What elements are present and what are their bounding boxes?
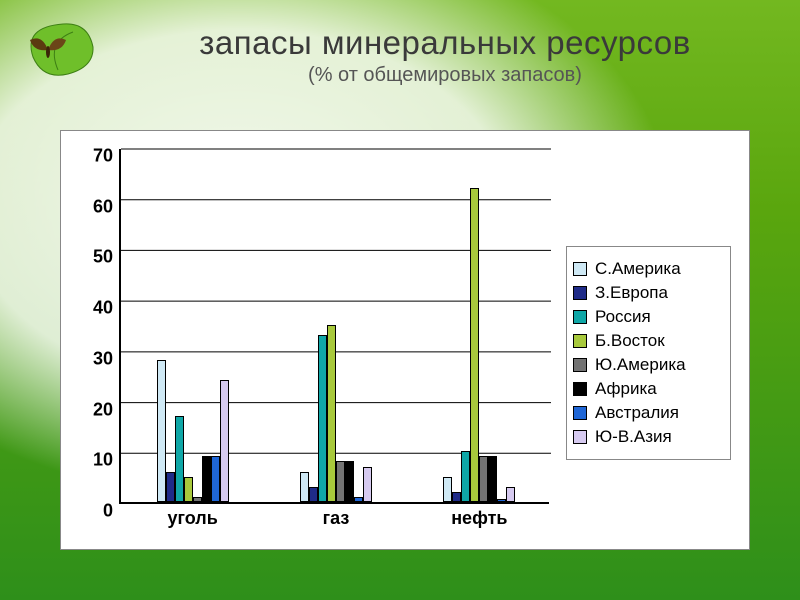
chart-bar — [488, 456, 497, 502]
chart-bar — [336, 461, 345, 502]
chart-bar — [309, 487, 318, 502]
chart-bar — [166, 472, 175, 502]
chart-bar — [318, 335, 327, 502]
legend-swatch — [573, 382, 587, 396]
chart-bar — [354, 497, 363, 502]
chart-bar — [452, 492, 461, 502]
chart-bar — [175, 416, 184, 502]
chart-bar — [157, 360, 166, 502]
x-category-label: газ — [323, 502, 350, 529]
chart-bar — [211, 456, 220, 502]
page-subtitle: (% от общемировых запасов) — [150, 64, 740, 87]
legend-item: Б.Восток — [573, 331, 724, 351]
chart-bar — [506, 487, 515, 502]
x-category-label: нефть — [451, 502, 507, 529]
legend-label: Россия — [595, 307, 651, 327]
chart-legend: С.Америка З.Европа Россия Б.Восток Ю.Америка… — [566, 246, 731, 460]
chart-bar — [220, 380, 229, 502]
y-tick-label: 10 — [93, 450, 121, 471]
chart-bar — [184, 477, 193, 502]
legend-item: Ю.Америка — [573, 355, 724, 375]
chart-bar — [202, 456, 211, 502]
x-category-label: уголь — [167, 502, 217, 529]
legend-label: З.Европа — [595, 283, 668, 303]
y-tick-label: 40 — [93, 298, 121, 319]
legend-item: Россия — [573, 307, 724, 327]
legend-item: Ю-В.Азия — [573, 427, 724, 447]
y-tick-label: 20 — [93, 399, 121, 420]
legend-label: Б.Восток — [595, 331, 665, 351]
legend-swatch — [573, 262, 587, 276]
y-tick-label: 30 — [93, 348, 121, 369]
legend-label: Африка — [595, 379, 657, 399]
chart-bar — [327, 325, 336, 503]
chart-bar — [443, 477, 452, 502]
legend-label: Ю.Америка — [595, 355, 686, 375]
chart-bar — [479, 456, 488, 502]
title-block: запасы минеральных ресурсов (% от общеми… — [150, 24, 740, 87]
legend-item: С.Америка — [573, 259, 724, 279]
chart-bar — [300, 472, 309, 502]
legend-swatch — [573, 406, 587, 420]
chart-bar — [363, 467, 372, 503]
legend-item: Австралия — [573, 403, 724, 423]
page-title: запасы минеральных ресурсов — [150, 24, 740, 62]
leaf-decoration — [18, 12, 138, 102]
legend-swatch — [573, 310, 587, 324]
y-tick-label: 60 — [93, 196, 121, 217]
chart-bar — [461, 451, 470, 502]
chart-bar — [345, 461, 354, 502]
y-tick-label: 0 — [103, 501, 121, 522]
legend-item: З.Европа — [573, 283, 724, 303]
legend-swatch — [573, 286, 587, 300]
legend-item: Африка — [573, 379, 724, 399]
legend-swatch — [573, 358, 587, 372]
legend-swatch — [573, 334, 587, 348]
y-tick-label: 50 — [93, 247, 121, 268]
chart-bar — [470, 188, 479, 502]
legend-label: С.Америка — [595, 259, 681, 279]
y-tick-label: 70 — [93, 146, 121, 167]
legend-label: Австралия — [595, 403, 679, 423]
legend-swatch — [573, 430, 587, 444]
legend-label: Ю-В.Азия — [595, 427, 672, 447]
chart-plot-area: 010203040506070угольгазнефть — [119, 149, 549, 504]
chart-container: 010203040506070угольгазнефть С.АмерикаЗ.… — [60, 130, 750, 550]
